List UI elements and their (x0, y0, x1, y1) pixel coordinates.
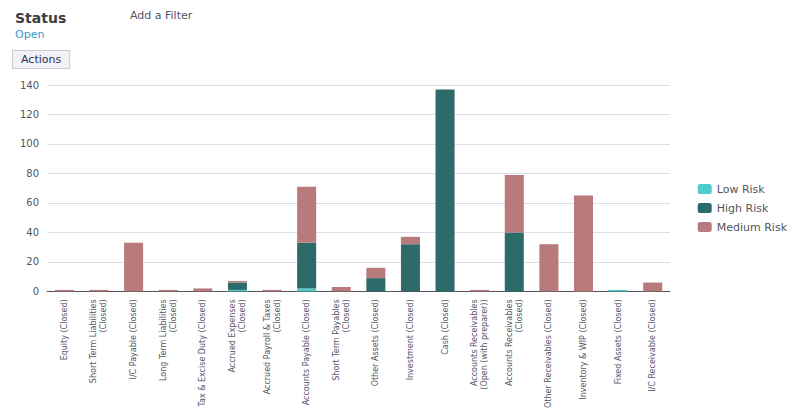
svg-text:Cash (Closed): Cash (Closed) (441, 299, 450, 354)
svg-text:120: 120 (20, 109, 39, 120)
svg-text:Other Receivables (Closed): Other Receivables (Closed) (544, 299, 553, 408)
svg-text:140: 140 (20, 80, 39, 91)
svg-text:(Closed): (Closed) (342, 299, 351, 332)
svg-text:Accrued Expenses: Accrued Expenses (228, 299, 237, 372)
svg-text:(Open (with preparer)): (Open (with preparer)) (480, 299, 489, 389)
svg-text:(Closed): (Closed) (238, 299, 247, 332)
svg-text:(Closed): (Closed) (273, 299, 282, 332)
svg-text:Short Term Liabilities: Short Term Liabilities (89, 299, 98, 383)
svg-text:Open: Open (15, 28, 44, 41)
svg-text:Status: Status (15, 10, 66, 26)
svg-text:Other Assets (Closed): Other Assets (Closed) (371, 299, 380, 386)
svg-text:100: 100 (20, 138, 39, 149)
svg-text:Medium Risk: Medium Risk (717, 221, 788, 234)
svg-text:Low Risk: Low Risk (717, 183, 766, 196)
svg-text:Equity (Closed): Equity (Closed) (60, 299, 69, 360)
svg-text:80: 80 (26, 168, 39, 179)
svg-text:I/C Payable (Closed): I/C Payable (Closed) (129, 299, 138, 379)
svg-text:Actions: Actions (21, 53, 61, 66)
svg-text:Inventory & WIP (Closed): Inventory & WIP (Closed) (579, 299, 588, 399)
svg-text:I/C Receivable (Closed): I/C Receivable (Closed) (648, 299, 657, 391)
svg-text:Tax & Excise Duty (Closed): Tax & Excise Duty (Closed) (198, 299, 207, 407)
svg-text:0: 0 (33, 286, 39, 297)
svg-text:40: 40 (26, 227, 39, 238)
svg-text:60: 60 (26, 197, 39, 208)
svg-text:Short Term Payables: Short Term Payables (332, 299, 341, 380)
svg-text:Accounts Receivables: Accounts Receivables (505, 299, 514, 386)
svg-text:Accounts Payable (Closed): Accounts Payable (Closed) (302, 299, 311, 405)
svg-text:Add a Filter: Add a Filter (130, 9, 193, 22)
svg-text:Long Term Liabilities: Long Term Liabilities (159, 299, 168, 381)
svg-text:(Closed): (Closed) (169, 299, 178, 332)
svg-text:Accrued Payroll & Taxes: Accrued Payroll & Taxes (263, 299, 272, 394)
svg-text:Fixed Assets (Closed): Fixed Assets (Closed) (614, 299, 623, 384)
svg-text:(Closed): (Closed) (515, 299, 524, 332)
svg-text:20: 20 (26, 256, 39, 267)
svg-text:Investment (Closed): Investment (Closed) (406, 299, 415, 380)
svg-text:High Risk: High Risk (717, 202, 769, 215)
svg-text:(Closed): (Closed) (99, 299, 108, 332)
svg-text:Accounts Receivables: Accounts Receivables (470, 299, 479, 386)
